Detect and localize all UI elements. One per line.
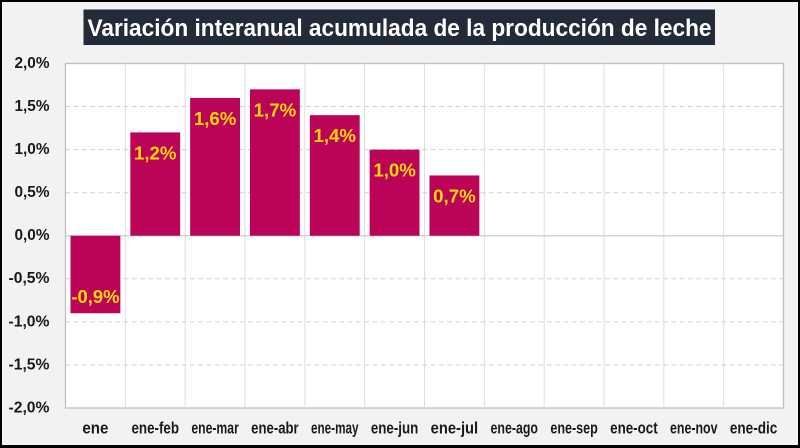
- svg-text:ene-sep: ene-sep: [550, 419, 598, 438]
- svg-text:ene-mar: ene-mar: [191, 419, 239, 438]
- svg-text:-2,0%: -2,0%: [9, 399, 50, 416]
- svg-text:1,2%: 1,2%: [134, 142, 177, 163]
- svg-text:1,4%: 1,4%: [314, 125, 357, 146]
- svg-text:1,0%: 1,0%: [373, 160, 416, 181]
- svg-text:ene-abr: ene-abr: [251, 419, 299, 438]
- svg-text:ene-jun: ene-jun: [371, 419, 419, 438]
- svg-text:0,0%: 0,0%: [15, 227, 50, 244]
- svg-text:ene-ago: ene-ago: [491, 419, 539, 438]
- svg-text:ene-jul: ene-jul: [431, 419, 479, 438]
- svg-text:ene-oct: ene-oct: [610, 419, 658, 438]
- svg-text:ene: ene: [82, 419, 108, 438]
- svg-text:0,7%: 0,7%: [433, 185, 476, 206]
- svg-text:1,6%: 1,6%: [194, 108, 237, 129]
- svg-text:1,5%: 1,5%: [15, 98, 50, 115]
- svg-text:-0,9%: -0,9%: [71, 286, 119, 307]
- svg-text:1,7%: 1,7%: [254, 99, 297, 120]
- svg-text:Variación interanual acumulada: Variación interanual acumulada de la pro…: [88, 15, 712, 42]
- svg-text:-0,5%: -0,5%: [9, 270, 50, 287]
- svg-text:ene-nov: ene-nov: [670, 419, 718, 438]
- svg-text:2,0%: 2,0%: [15, 55, 50, 72]
- svg-text:-1,0%: -1,0%: [9, 313, 50, 330]
- svg-text:-1,5%: -1,5%: [9, 356, 50, 373]
- svg-text:0,5%: 0,5%: [15, 184, 50, 201]
- svg-text:1,0%: 1,0%: [15, 141, 50, 158]
- svg-text:ene-may: ene-may: [311, 419, 359, 438]
- svg-text:ene-feb: ene-feb: [132, 419, 180, 438]
- svg-text:ene-dic: ene-dic: [730, 419, 778, 438]
